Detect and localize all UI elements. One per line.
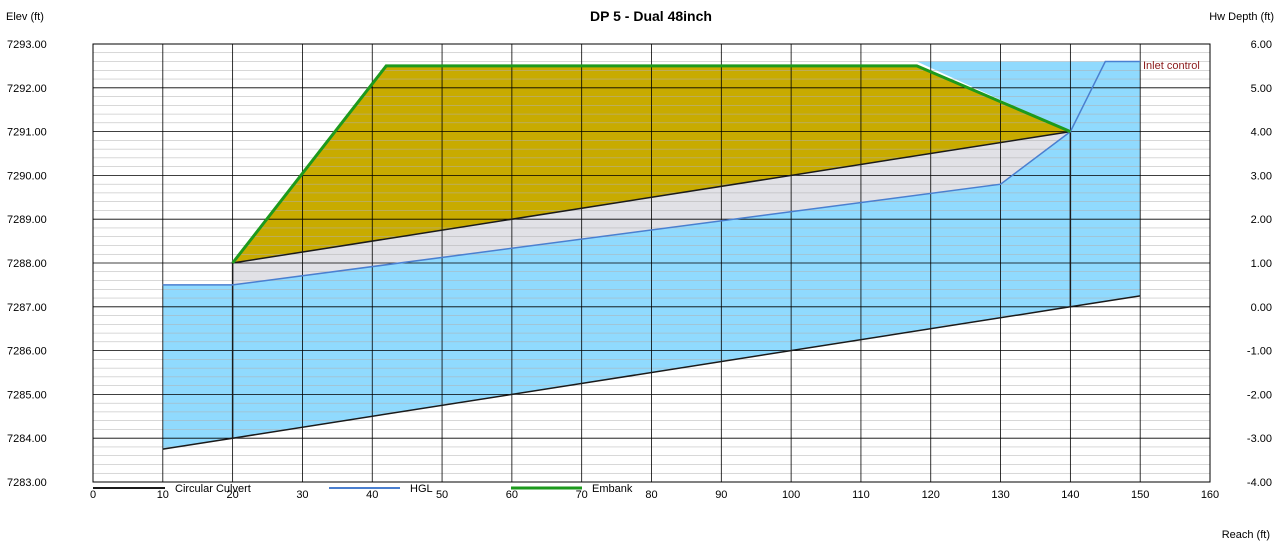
x-tick-label: 30 [296,489,308,501]
plot-border [92,43,1211,483]
chart-title: DP 5 - Dual 48inch [590,8,712,24]
legend: Circular Culvert HGL Embank [93,483,633,495]
series-lines [162,60,1141,450]
legend-label-embank: Embank [592,483,633,495]
y-left-tick-label: 7290.00 [7,170,47,182]
y-left-tick-label: 7293.00 [7,39,47,51]
y-left-axis-label: Elev (ft) [6,11,44,23]
x-tick-label: 110 [852,489,870,501]
culvert-invert-line [162,295,1141,450]
x-axis-label: Reach (ft) [1222,529,1270,541]
x-tick-label: 140 [1061,489,1079,501]
legend-label-circular-culvert: Circular Culvert [175,483,251,495]
x-tick-label: 160 [1201,489,1219,501]
x-tick-label: 10 [157,489,169,501]
x-tick-label: 20 [227,489,239,501]
y-right-tick-label: 1.00 [1251,258,1272,270]
y-left-tick-label: 7285.00 [7,389,47,401]
y-left-tick-label: 7287.00 [7,302,47,314]
culvert-crown-line [232,130,1071,264]
y-left-tick-label: 7288.00 [7,258,47,270]
y-right-tick-label: -2.00 [1247,389,1272,401]
y-right-tick-label: 0.00 [1251,302,1272,314]
x-tick-label: 150 [1131,489,1149,501]
hgl-line [162,60,1141,286]
x-tick-label: 0 [90,489,96,501]
y-right-tick-label: 4.00 [1251,127,1272,139]
x-tick-label: 130 [991,489,1009,501]
y-left-tick-label: 7284.00 [7,433,47,445]
y-right-tick-label: 5.00 [1251,83,1272,95]
inlet-control-annotation: Inlet control [1143,60,1200,72]
y-right-tick-label: 6.00 [1251,39,1272,51]
x-tick-label: 100 [782,489,800,501]
y-right-tick-label: -3.00 [1247,433,1272,445]
x-tick-label: 120 [922,489,940,501]
embank-line [231,64,1071,264]
x-tick-label: 70 [576,489,588,501]
tick-labels: 0 10 20 30 40 50 60 70 80 90 100 110 120 130 140 150 160… [7,39,1272,501]
y-left-tick-label: 7283.00 [7,477,47,489]
y-left-tick-label: 7291.00 [7,127,47,139]
y-left-tick-label: 7289.00 [7,214,47,226]
y-right-tick-label: -4.00 [1247,477,1272,489]
x-tick-label: 90 [715,489,727,501]
y-left-tick-label: 7286.00 [7,346,47,358]
y-right-tick-label: -1.00 [1247,346,1272,358]
x-tick-label: 40 [366,489,378,501]
x-tick-label: 80 [645,489,657,501]
legend-label-hgl: HGL [410,483,433,495]
x-tick-label: 60 [506,489,518,501]
y-right-axis-label: Hw Depth (ft) [1209,11,1274,23]
y-right-tick-label: 3.00 [1251,170,1272,182]
y-right-tick-label: 2.00 [1251,214,1272,226]
y-left-tick-label: 7292.00 [7,83,47,95]
x-tick-label: 50 [436,489,448,501]
